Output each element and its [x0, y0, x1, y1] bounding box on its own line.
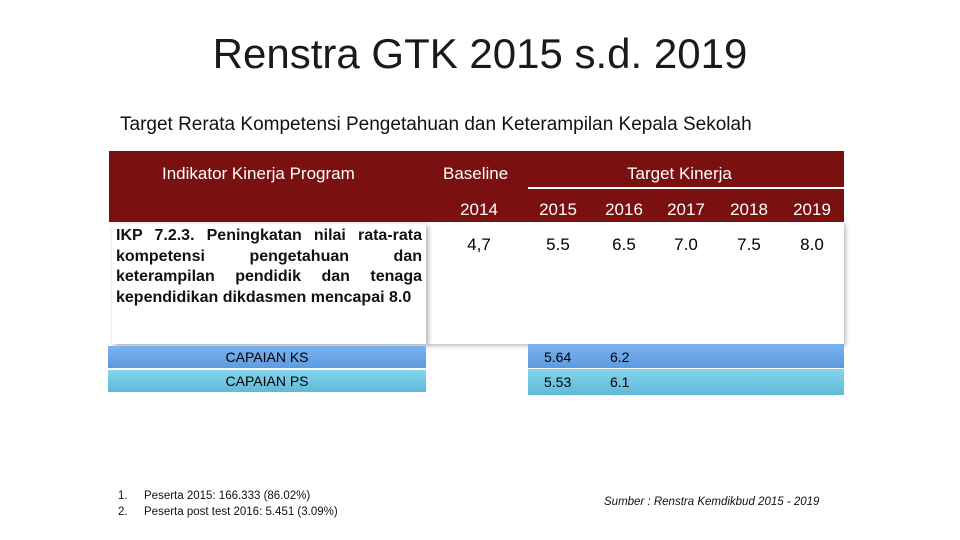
- value-2014: 4,7: [467, 235, 491, 254]
- capaian-ks-2016: 6.2: [610, 349, 630, 365]
- capaian-ps-label: CAPAIAN PS: [225, 373, 309, 389]
- value-2015: 5.5: [546, 235, 570, 254]
- ikp-description: IKP 7.2.3. Peningkatan nilai rata-rata k…: [112, 224, 426, 344]
- capaian-ks-label: CAPAIAN KS: [225, 349, 309, 365]
- capaian-ks-values-bar: 5.64 6.2: [528, 344, 844, 368]
- value-2017: 7.0: [674, 235, 698, 254]
- body-values-area: [426, 222, 844, 344]
- slide-title: Renstra GTK 2015 s.d. 2019: [212, 30, 748, 77]
- header-baseline-label: Baseline: [443, 164, 509, 183]
- value-2016: 6.5: [612, 235, 636, 254]
- year-2017: 2017: [667, 200, 705, 219]
- value-2018: 7.5: [737, 235, 761, 254]
- footnotes: 1. Peserta 2015: 166.333 (86.02%) 2. Peser…: [118, 488, 338, 520]
- header-indicator-label: Indikator Kinerja Program: [162, 164, 355, 183]
- header-indicator-cell: [109, 151, 426, 222]
- header-baseline-cell: [426, 151, 528, 222]
- capaian-ps-2016: 6.1: [610, 374, 630, 390]
- header-target-cell: [528, 151, 844, 187]
- capaian-ps-label-bar: CAPAIAN PS: [108, 370, 426, 392]
- capaian-ps-values-bar: 5.53 6.1: [528, 369, 844, 395]
- year-2019: 2019: [793, 200, 831, 219]
- capaian-ps-2015: 5.53: [544, 374, 572, 390]
- year-2014: 2014: [460, 200, 498, 219]
- year-2018: 2018: [730, 200, 768, 219]
- header-years-cell: [528, 189, 844, 222]
- capaian-ks-label-bar: CAPAIAN KS: [108, 346, 426, 368]
- footnote-item: 1. Peserta 2015: 166.333 (86.02%): [118, 490, 311, 502]
- footnote-item: 2. Peserta post test 2016: 5.451 (3.09%): [118, 506, 338, 518]
- capaian-ks-2015: 5.64: [544, 349, 572, 365]
- header-target-label: Target Kinerja: [627, 164, 732, 183]
- year-2016: 2016: [605, 200, 643, 219]
- year-2015: 2015: [539, 200, 577, 219]
- slide-subtitle: Target Rerata Kompetensi Pengetahuan dan…: [120, 114, 752, 135]
- value-2019: 8.0: [800, 235, 824, 254]
- source-note: Sumber : Renstra Kemdikbud 2015 - 2019: [604, 496, 820, 508]
